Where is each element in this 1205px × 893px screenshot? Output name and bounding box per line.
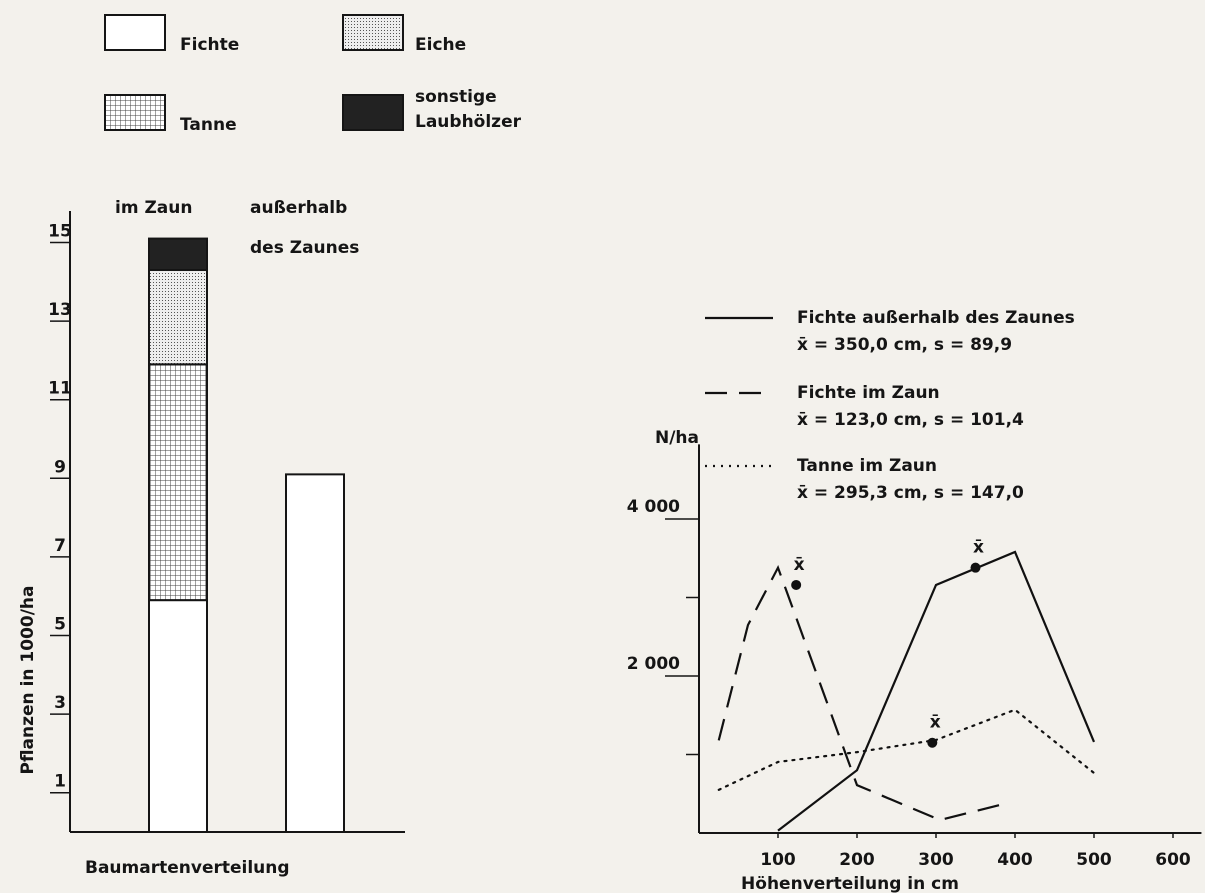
legend-label: Tanne bbox=[180, 115, 237, 135]
y-tick-label: 5 bbox=[54, 615, 66, 635]
line-series bbox=[717, 564, 1008, 822]
mean-marker bbox=[791, 579, 802, 590]
y-axis-label: Pflanzen in 1000/ha bbox=[18, 585, 38, 774]
legend-swatch bbox=[104, 94, 166, 131]
mean-label: x̄ bbox=[930, 713, 941, 733]
category-label: außerhalb des Zaunes bbox=[250, 198, 360, 258]
y-tick-label: 7 bbox=[54, 536, 66, 556]
y-axis-label: N/ha bbox=[655, 428, 699, 448]
x-tick-label: 200 bbox=[839, 850, 875, 870]
legend-label: Fichte bbox=[180, 35, 240, 55]
legend-swatch bbox=[342, 14, 404, 51]
bar-segment bbox=[148, 363, 208, 602]
mean-label: x̄ bbox=[794, 555, 805, 575]
legend-stats: x̄ = 350,0 cm, s = 89,9 bbox=[797, 335, 1012, 355]
legend-label: Tanne im Zaun bbox=[797, 456, 937, 476]
legend-label: Fichte außerhalb des Zaunes bbox=[797, 308, 1075, 328]
bar-segment bbox=[148, 237, 208, 272]
mean-label: x̄ bbox=[973, 538, 984, 558]
y-tick-label: 2 000 bbox=[627, 654, 680, 674]
legend-label: Eiche bbox=[415, 35, 467, 55]
y-tick-label: 1 bbox=[54, 772, 66, 792]
y-tick-label: 9 bbox=[54, 457, 66, 477]
legend-label: sonstige Laubhölzer bbox=[415, 87, 521, 132]
legend-stats: x̄ = 295,3 cm, s = 147,0 bbox=[797, 483, 1024, 503]
legend-swatch bbox=[104, 14, 166, 51]
y-tick-label: 4 000 bbox=[627, 497, 680, 517]
x-axis-label: Baumartenverteilung bbox=[85, 858, 290, 878]
bar-segment bbox=[148, 599, 208, 833]
legend-swatch bbox=[342, 94, 404, 131]
y-tick-label: 3 bbox=[54, 693, 66, 713]
bar-segment bbox=[148, 269, 208, 366]
line-series bbox=[717, 708, 1096, 791]
x-tick-label: 500 bbox=[1076, 850, 1112, 870]
y-tick-label: 11 bbox=[48, 379, 72, 399]
y-tick-label: 13 bbox=[48, 300, 72, 320]
x-axis-label: Höhenverteilung in cm bbox=[741, 874, 959, 893]
line-series bbox=[777, 550, 1096, 832]
legend-stats: x̄ = 123,0 cm, s = 101,4 bbox=[797, 410, 1024, 430]
category-label: im Zaun bbox=[115, 198, 193, 218]
bar-segment bbox=[285, 473, 345, 833]
y-tick-label: 15 bbox=[48, 222, 72, 242]
x-tick-label: 300 bbox=[918, 850, 954, 870]
legend-label: Fichte im Zaun bbox=[797, 383, 940, 403]
x-tick-label: 600 bbox=[1155, 850, 1191, 870]
x-tick-label: 100 bbox=[760, 850, 796, 870]
mean-marker bbox=[970, 562, 981, 573]
x-tick-label: 400 bbox=[997, 850, 1033, 870]
mean-marker bbox=[927, 737, 938, 748]
